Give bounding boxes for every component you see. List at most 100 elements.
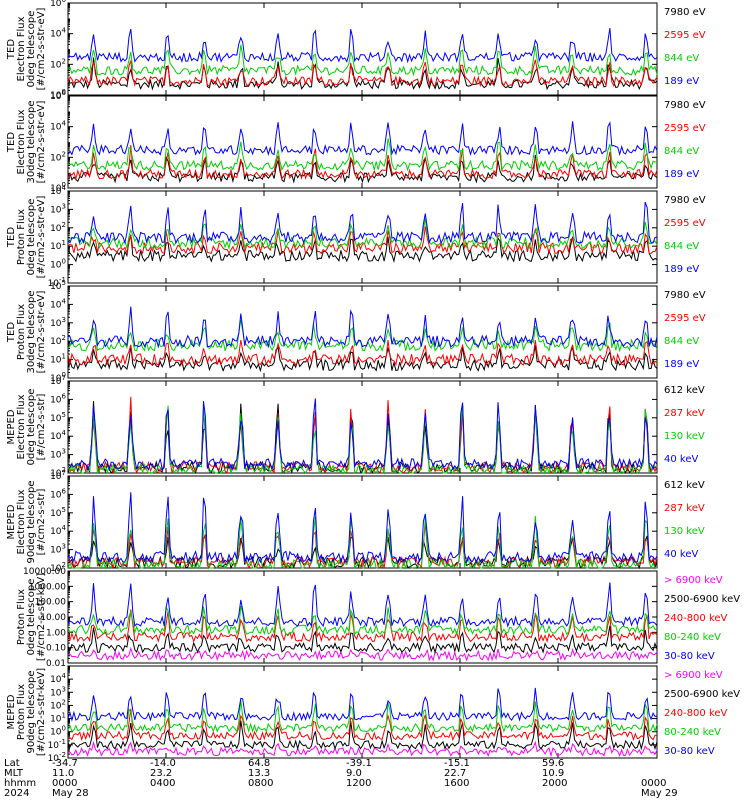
y-tick-label: 1.00 <box>46 628 66 638</box>
series-trace-2595-ev <box>67 339 658 366</box>
series-trace-30-80-kev <box>67 582 658 628</box>
y-tick-label: 103 <box>50 448 66 461</box>
footer-lat: -39.1 <box>346 758 372 769</box>
legend-entry: 287 keV <box>664 503 705 514</box>
y-tick-label: 103 <box>50 543 66 556</box>
y-tick-label: 102 <box>50 150 66 163</box>
legend-entry: 612 keV <box>664 480 705 491</box>
y-axis-label: [#/cm2-s-str-eV] <box>36 291 47 374</box>
y-axis-label: 30deg telescope <box>26 290 37 373</box>
legend-entry: > 6900 keV <box>664 575 723 586</box>
footer-lat: -34.7 <box>52 758 78 769</box>
y-tick-label: 102 <box>50 698 66 711</box>
series-trace-2500-6900-kev <box>67 625 658 654</box>
y-axis-label: [#/cm2-s-str-eV] <box>36 101 47 184</box>
series-trace-130-kev <box>67 515 657 570</box>
footer-hhmm: 2000 <box>542 778 567 789</box>
y-tick-label: 102 <box>50 561 66 574</box>
footer-mlt: 22.7 <box>444 768 466 779</box>
y-axis-label: [#/cm2-s-str] <box>36 488 47 555</box>
y-axis-label: TED <box>6 132 17 153</box>
y-axis-label: [#/cm2-s-str-eV] <box>36 196 47 279</box>
y-tick-label: 104 <box>50 120 66 133</box>
y-axis-label: TED <box>6 322 17 343</box>
legend-entry: 2500-6900 keV <box>664 689 740 700</box>
footer-date: May 28 <box>52 788 89 799</box>
y-axis-label: 90deg telescope <box>26 670 37 753</box>
y-tick-label: 0.01 <box>46 659 66 669</box>
series-trace-189-ev <box>67 306 658 349</box>
y-tick-label: 101 <box>50 712 66 725</box>
footer-mlt: 11.0 <box>52 768 74 779</box>
footer-hhmm: 1600 <box>444 778 469 789</box>
legend-entry: 287 keV <box>664 408 705 419</box>
series-trace-189-ev <box>67 28 658 64</box>
y-tick-label: 102 <box>50 466 66 479</box>
series-trace--6900-kev <box>67 740 658 758</box>
y-tick-label: 101 <box>50 353 66 366</box>
y-axis-label: MEPED <box>6 409 17 444</box>
y-axis-label: 0deg telescope <box>26 579 37 656</box>
legend-entry: 189 eV <box>664 359 699 370</box>
footer-hhmm: 0400 <box>150 778 175 789</box>
series-trace-7980-ev <box>67 154 658 184</box>
legend-entry: 2595 eV <box>664 123 706 134</box>
y-tick-label: 106 <box>50 392 66 405</box>
legend-entry: 844 eV <box>664 241 699 252</box>
footer-lat: 64.8 <box>248 758 270 769</box>
legend-entry: 189 eV <box>664 76 699 87</box>
footer-hhmm: 1200 <box>346 778 371 789</box>
legend-entry: 130 keV <box>664 431 705 442</box>
y-axis-label: 0deg telescope <box>26 389 37 466</box>
panel-frame-7 <box>67 570 658 664</box>
y-tick-label: 10.00 <box>40 613 66 623</box>
legend-entry: 612 keV <box>664 385 705 396</box>
series-trace-2595-ev <box>67 59 658 88</box>
series-trace-40-kev <box>67 492 658 565</box>
footer-hhmm: 0000 <box>641 778 666 789</box>
y-axis-label: Electron Flux <box>16 394 27 459</box>
y-axis-label: Electron Flux <box>16 16 27 81</box>
y-axis-label: Proton Flux <box>16 589 27 645</box>
footer-date: May 29 <box>641 788 678 799</box>
series-trace-844-ev <box>67 218 658 251</box>
legend-entry: 2595 eV <box>664 30 706 41</box>
series-trace-7980-ev <box>67 345 658 373</box>
y-tick-label: 10000.00 <box>23 567 66 577</box>
y-tick-label: 100.00 <box>35 598 67 608</box>
y-axis-label: Proton Flux <box>16 304 27 360</box>
legend-entry: 240-800 keV <box>664 708 728 719</box>
y-tick-label: 102 <box>50 221 66 234</box>
legend-entry: 40 keV <box>664 549 698 560</box>
legend-entry: 844 eV <box>664 53 699 64</box>
y-tick-label: 104 <box>50 429 66 442</box>
y-tick-label: 100 <box>50 371 66 384</box>
series-trace-2595-ev <box>67 144 658 181</box>
footer-lat: -15.1 <box>444 758 470 769</box>
y-tick-label: 101 <box>50 239 66 252</box>
legend-entry: 189 eV <box>664 264 699 275</box>
y-tick-label: 103 <box>50 685 66 698</box>
legend-entry: 2595 eV <box>664 313 706 324</box>
y-tick-label: 100 <box>50 725 66 738</box>
y-tick-label: 100 <box>50 258 66 271</box>
y-tick-label: 107 <box>50 469 66 482</box>
y-axis-label: 90deg telescope <box>26 480 37 563</box>
series-trace-240-800-kev <box>67 708 658 742</box>
y-axis-label: 0deg telescope <box>26 11 37 88</box>
series-trace-844-ev <box>67 138 658 172</box>
footer-row-label: 2024 <box>4 788 29 799</box>
y-axis-label: [#/cm2-s-str-keV] <box>36 573 47 661</box>
footer-row-label: Lat <box>4 758 20 769</box>
y-axis-label: TED <box>6 39 17 60</box>
legend-entry: 40 keV <box>664 454 698 465</box>
legend-entry: 130 keV <box>664 526 705 537</box>
y-axis-label: TED <box>6 227 17 248</box>
y-axis-label: Proton Flux <box>16 209 27 265</box>
series-trace-189-ev <box>67 201 658 245</box>
y-tick-label: 107 <box>50 374 66 387</box>
series-trace-240-800-kev <box>67 609 658 644</box>
y-tick-label: 0.10 <box>46 644 66 654</box>
series-trace-30-80-kev <box>67 687 658 722</box>
y-axis-label: Electron Flux <box>16 489 27 554</box>
